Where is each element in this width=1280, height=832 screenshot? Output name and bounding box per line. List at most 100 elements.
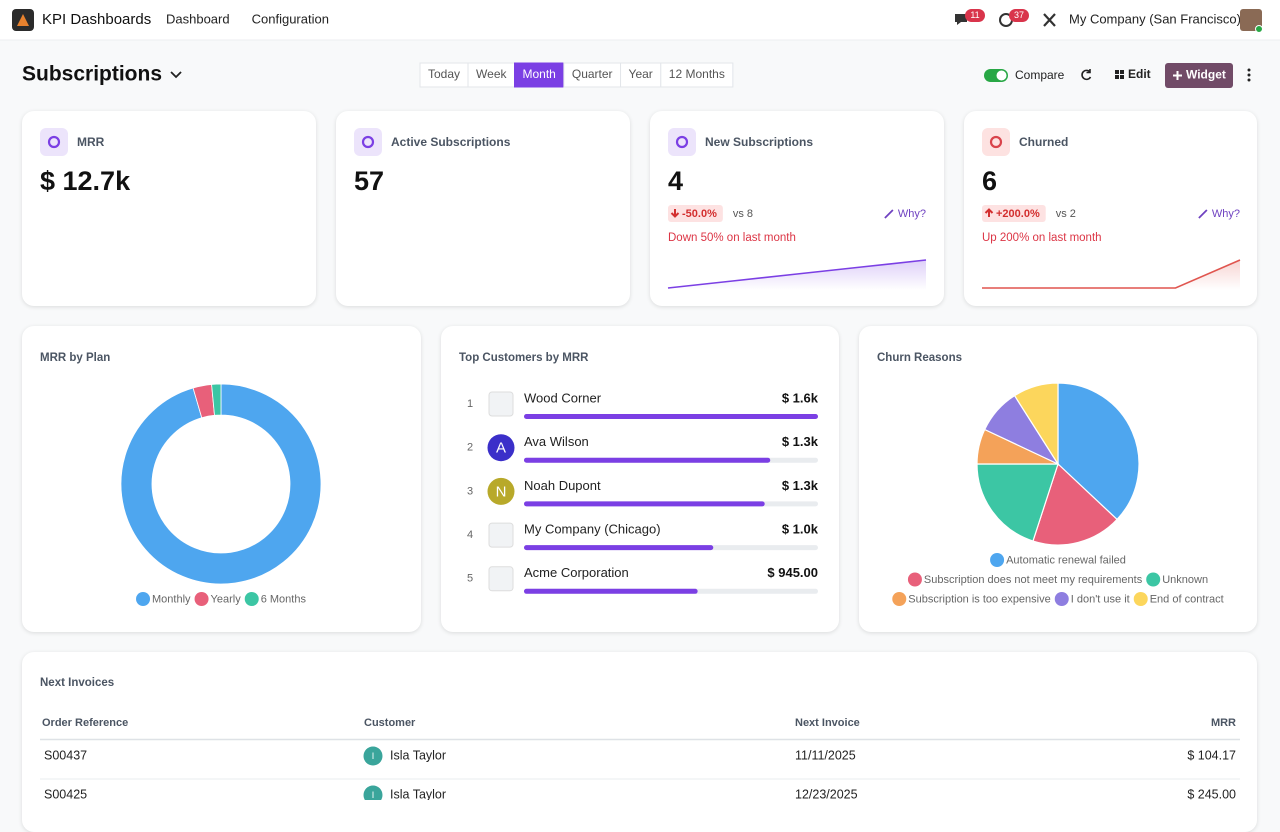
tools-icon[interactable] [1043, 13, 1056, 27]
customer-name: Isla Taylor [390, 787, 446, 800]
legend-label[interactable]: Subscription does not meet my requiremen… [924, 574, 1143, 586]
column-header[interactable]: Next Invoice [795, 717, 860, 729]
customer-name[interactable]: Noah Dupont [524, 478, 601, 493]
customer-logo [488, 522, 514, 548]
donut-segment[interactable] [211, 383, 222, 416]
legend-swatch[interactable] [1146, 572, 1161, 587]
kpi-value: $ 12.7k [40, 166, 131, 196]
pie-slice[interactable] [1032, 462, 1118, 546]
avatar-letter: N [496, 483, 507, 500]
edit-icon [1115, 75, 1119, 79]
period-label[interactable]: Today [428, 67, 460, 81]
change-arrow [984, 208, 994, 217]
column-header[interactable]: Customer [364, 717, 416, 729]
customer-avatar [363, 746, 383, 766]
invoice-mrr: $ 245.00 [1187, 787, 1236, 800]
legend-label[interactable]: Monthly [152, 593, 191, 605]
change-arrow [670, 209, 680, 218]
customer-name[interactable]: Wood Corner [524, 390, 602, 405]
more-dot[interactable] [1247, 68, 1251, 72]
add-widget-label[interactable]: Widget [1186, 68, 1226, 82]
customer-name[interactable]: Acme Corporation [524, 565, 629, 580]
card-title: MRR by Plan [40, 352, 110, 364]
column-header[interactable]: Order Reference [42, 717, 128, 729]
period-button[interactable] [467, 62, 515, 88]
plus-icon [1173, 71, 1182, 80]
period-button[interactable] [620, 62, 662, 88]
menu-item[interactable]: Dashboard [166, 11, 230, 26]
next-invoice-date: 12/23/2025 [795, 787, 858, 800]
kpi-icon [354, 128, 382, 156]
kpi-label: MRR [77, 135, 105, 149]
sparkline [667, 259, 927, 289]
more-dot[interactable] [1247, 78, 1251, 82]
legend-label[interactable]: Unknown [1162, 574, 1208, 586]
app-name[interactable]: KPI Dashboards [42, 11, 151, 28]
period-label[interactable]: Week [476, 67, 507, 81]
legend-swatch[interactable] [907, 572, 922, 587]
page-title[interactable]: Subscriptions [22, 63, 162, 86]
title-chevron[interactable] [170, 71, 182, 79]
kpi-value: 57 [354, 166, 384, 196]
kpi-summary: Up 200% on last month [982, 232, 1102, 244]
why-link[interactable]: Why? [898, 208, 926, 220]
compare-label[interactable]: Compare [1015, 68, 1065, 82]
sparkline-area [982, 260, 1240, 290]
change-value: +200.0% [996, 208, 1040, 220]
pie-slice[interactable] [1057, 382, 1140, 521]
edit-button[interactable]: Edit [1128, 67, 1151, 81]
kpi-summary: Down 50% on last month [668, 232, 796, 244]
legend-label[interactable]: Automatic renewal failed [1006, 554, 1126, 566]
menu-item[interactable]: Configuration [252, 11, 329, 26]
user-avatar[interactable] [1240, 9, 1262, 31]
rank: 3 [467, 485, 473, 497]
legend-swatch[interactable] [892, 592, 907, 606]
legend-label[interactable]: 6 Months [261, 593, 307, 605]
donut-segment[interactable] [120, 383, 322, 585]
add-widget-button[interactable] [1165, 63, 1233, 88]
comparison: vs 2 [1056, 208, 1076, 220]
legend-label[interactable]: Yearly [211, 593, 242, 605]
customer-name[interactable]: My Company (Chicago) [524, 522, 661, 537]
period-label[interactable]: Quarter [572, 67, 613, 81]
legend-swatch[interactable] [244, 592, 259, 606]
legend-label[interactable]: Subscription is too expensive [908, 593, 1050, 605]
period-label[interactable]: 12 Months [669, 67, 725, 81]
order-reference[interactable]: S00437 [44, 748, 87, 762]
customer-mrr: $ 945.00 [767, 565, 818, 580]
legend-swatch[interactable] [194, 592, 209, 606]
why-icon [884, 209, 894, 219]
edit-icon [1120, 70, 1124, 74]
change-value: -50.0% [682, 208, 717, 220]
rank: 1 [467, 398, 473, 410]
legend-label[interactable]: End of contract [1150, 593, 1224, 605]
legend-swatch[interactable] [136, 592, 151, 606]
period-button[interactable] [563, 62, 622, 88]
column-header[interactable]: MRR [1211, 717, 1236, 729]
legend-swatch[interactable] [1054, 592, 1069, 606]
period-button[interactable] [419, 62, 469, 88]
customer-name[interactable]: Ava Wilson [524, 434, 589, 449]
refresh-button[interactable] [1081, 69, 1092, 81]
order-reference[interactable]: S00425 [44, 787, 87, 800]
badge [1009, 9, 1029, 22]
change-badge [668, 205, 723, 222]
more-dot[interactable] [1247, 73, 1251, 77]
why-link[interactable]: Why? [1212, 208, 1240, 220]
pie-slice[interactable] [1013, 382, 1059, 467]
messages-icon[interactable] [955, 14, 967, 25]
company-switcher[interactable]: My Company (San Francisco) [1069, 11, 1241, 26]
kpi-value: 4 [668, 166, 683, 196]
kpi-card [22, 111, 316, 306]
period-button[interactable] [660, 62, 734, 88]
legend-swatch[interactable] [1133, 592, 1148, 606]
pie-slice[interactable] [976, 463, 1059, 542]
period-label[interactable]: Month [523, 67, 556, 81]
period-label[interactable]: Year [629, 67, 653, 81]
ui-layer: KPI Dashboards Dashboard Configuration 11 37… [0, 9, 1280, 800]
card-title: Top Customers by MRR [459, 352, 589, 364]
legend-label[interactable]: I don't use it [1071, 593, 1130, 605]
legend-swatch[interactable] [990, 553, 1005, 567]
rank: 2 [467, 442, 473, 454]
badge-count: 37 [1014, 10, 1024, 20]
